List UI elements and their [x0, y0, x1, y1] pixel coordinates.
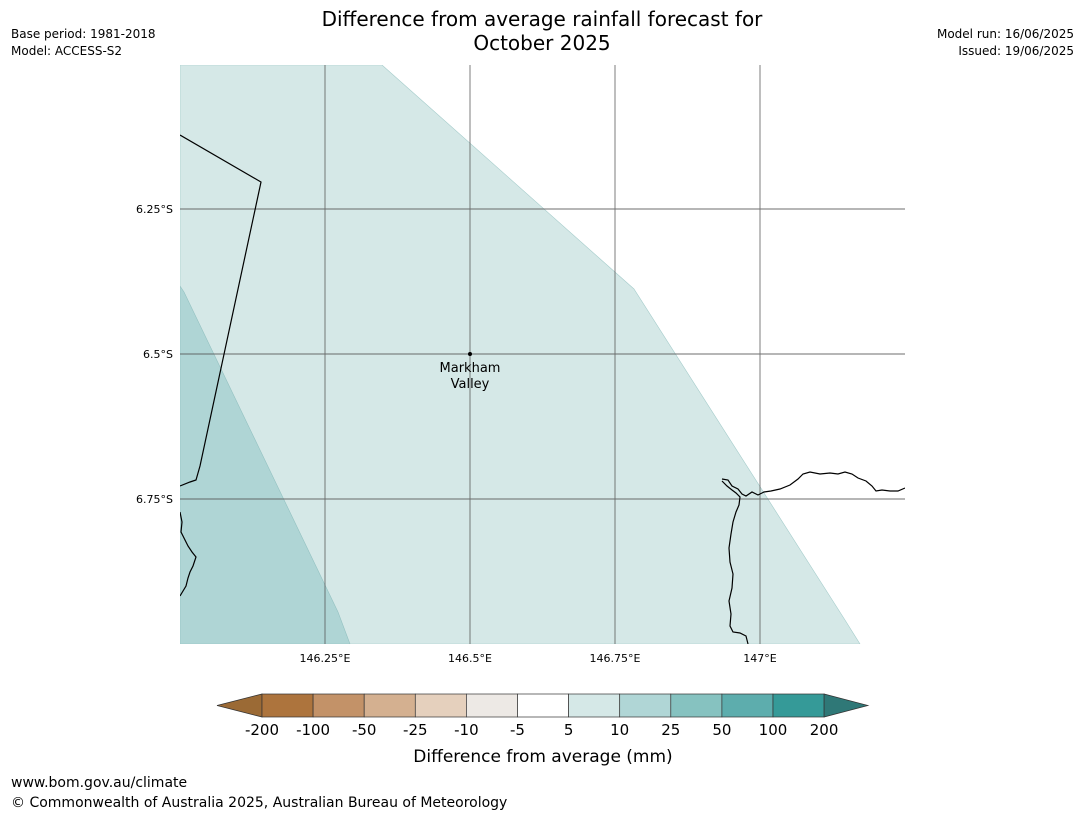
colorbar-segment — [312, 693, 365, 718]
colorbar-tick-label: -200 — [245, 721, 279, 739]
lon-label-146-25e: 146.25°E — [300, 652, 351, 665]
colorbar-segment — [363, 693, 416, 718]
colorbar-tick-label: 200 — [810, 721, 839, 739]
lon-labels: 146.25°E 146.5°E 146.75°E 147°E — [300, 652, 777, 665]
colorbar-segment — [721, 693, 774, 718]
colorbar-tick-label: -5 — [510, 721, 525, 739]
title-line-2: October 2025 — [473, 31, 611, 55]
colorbar — [216, 693, 870, 718]
lon-label-147e: 147°E — [743, 652, 776, 665]
river-line — [721, 480, 749, 644]
colorbar-segment — [772, 693, 825, 718]
coastline-east — [721, 471, 905, 497]
model-text: Model: ACCESS-S2 — [11, 44, 123, 58]
map-area: Markham Valley — [180, 65, 905, 644]
location-label-line-1: Markham — [440, 361, 501, 376]
colorbar-segment — [670, 693, 723, 718]
colorbar-tick-label: 100 — [759, 721, 788, 739]
lat-label-6-25s: 6.25°S — [136, 203, 173, 216]
colorbar-segment — [466, 693, 518, 718]
colorbar-segment — [261, 693, 314, 718]
colorbar-tick-label: -100 — [296, 721, 330, 739]
footer-copyright: © Commonwealth of Australia 2025, Austra… — [11, 795, 508, 811]
header-right: Model run: 16/06/2025 Issued: 19/06/2025 — [937, 26, 1074, 60]
colorbar-tick-label: 50 — [712, 721, 731, 739]
colorbar-tick-label: -25 — [403, 721, 428, 739]
boundary-line-west — [180, 134, 262, 487]
colorbar-tick-label: -10 — [454, 721, 479, 739]
lat-labels: 6.25°S 6.5°S 6.75°S — [136, 203, 173, 506]
colorbar-tick-label: 5 — [564, 721, 574, 739]
lon-label-146-75e: 146.75°E — [590, 652, 641, 665]
region-10-to-25 — [180, 285, 351, 644]
coastline-west — [180, 511, 197, 597]
lat-label-6-5s: 6.5°S — [143, 348, 173, 361]
colorbar-ticks: -200 -100 -50 -25 -10 -5 5 10 25 50 100 200 — [245, 721, 838, 739]
colorbar-label: Difference from average (mm) — [413, 747, 672, 767]
title-line-1: Difference from average rainfall forecas… — [321, 7, 763, 31]
colorbar-segment — [414, 693, 467, 718]
colorbar-extend-low — [216, 693, 263, 718]
footer-url: www.bom.gov.au/climate — [11, 775, 188, 791]
colorbar-extend-high — [823, 693, 870, 718]
colorbar-segment — [568, 693, 621, 718]
colorbar-segment — [619, 693, 672, 718]
colorbar-tick-label: -50 — [352, 721, 377, 739]
location-marker — [468, 352, 472, 356]
gridlines — [180, 65, 905, 644]
location-label-line-2: Valley — [451, 377, 490, 392]
colorbar-tick-label: 10 — [610, 721, 629, 739]
issued-text: Issued: 19/06/2025 — [958, 44, 1074, 58]
colorbar-tick-label: 25 — [661, 721, 680, 739]
base-period-text: Base period: 1981-2018 — [11, 27, 156, 41]
header-left: Base period: 1981-2018 Model: ACCESS-S2 — [11, 26, 156, 60]
chart-title: Difference from average rainfall forecas… — [242, 7, 842, 55]
model-run-text: Model run: 16/06/2025 — [936, 27, 1074, 41]
colorbar-segment — [517, 693, 569, 718]
lon-label-146-5e: 146.5°E — [448, 652, 492, 665]
lat-label-6-75s: 6.75°S — [136, 493, 173, 506]
